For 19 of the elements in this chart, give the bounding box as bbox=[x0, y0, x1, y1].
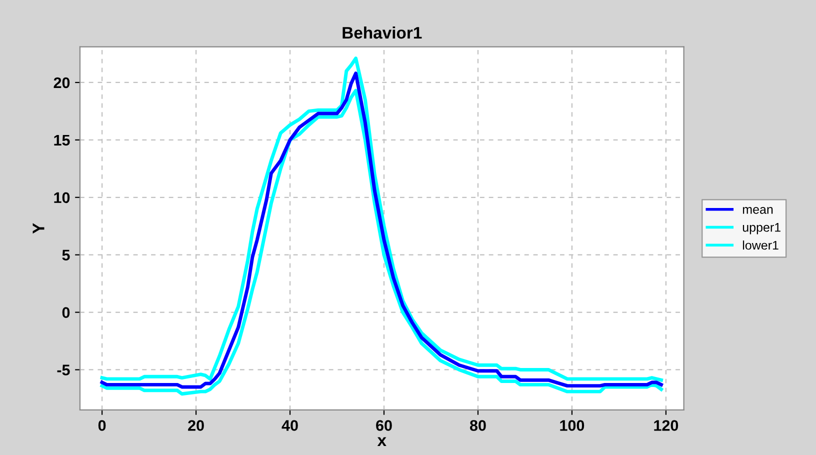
x-tick-label: 60 bbox=[376, 420, 392, 431]
y-tick-label: 20 bbox=[54, 77, 70, 88]
legend-label: mean bbox=[742, 207, 773, 214]
x-tick-label: 100 bbox=[560, 420, 584, 431]
chart-title: Behavior1 bbox=[342, 26, 422, 39]
x-tick-label: 40 bbox=[282, 420, 298, 431]
legend-label: upper1 bbox=[742, 223, 780, 234]
x-tick-label: 80 bbox=[470, 420, 486, 431]
x-tick-label: 120 bbox=[654, 420, 678, 431]
x-axis-title: x bbox=[377, 437, 386, 446]
x-tick-label: 20 bbox=[188, 420, 204, 431]
legend-label: lower1 bbox=[742, 240, 778, 250]
y-axis-title: Y bbox=[32, 223, 44, 234]
y-tick-label: 10 bbox=[54, 192, 70, 204]
y-tick-label: 0 bbox=[62, 307, 70, 318]
x-tick-label: 0 bbox=[98, 420, 106, 431]
y-tick-label: 15 bbox=[54, 134, 70, 146]
y-tick-label: -5 bbox=[57, 364, 70, 376]
y-tick-label: 5 bbox=[62, 250, 70, 261]
